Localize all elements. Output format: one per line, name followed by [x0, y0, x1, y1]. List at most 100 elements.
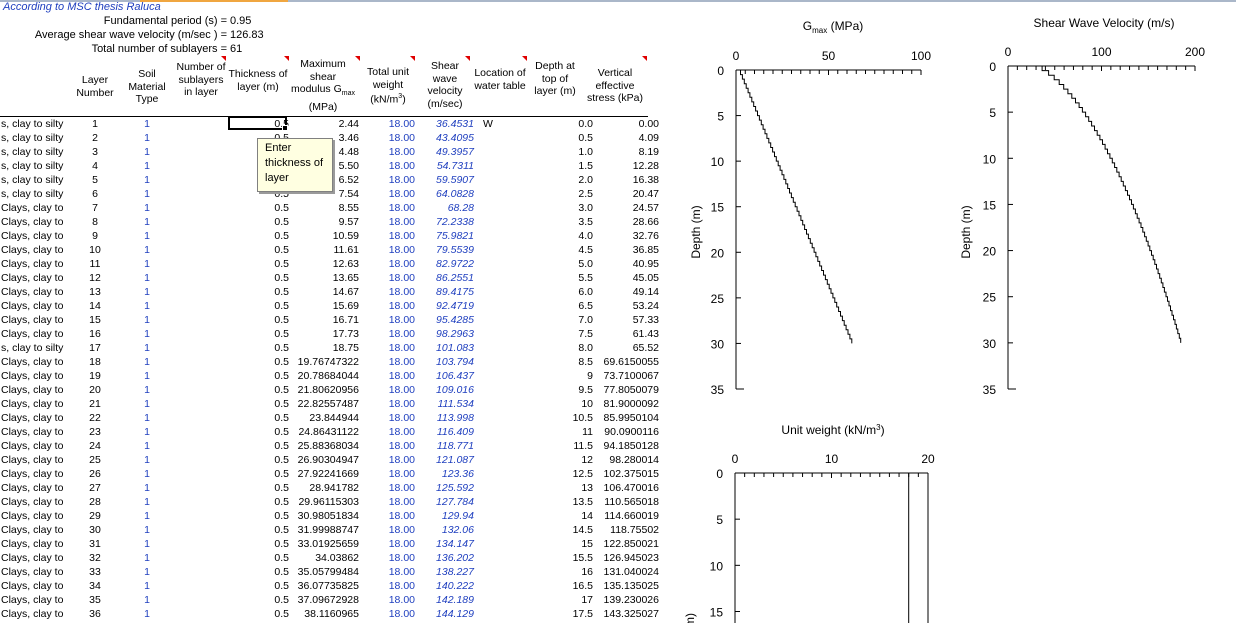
cell-soil-description[interactable]: Clays, clay to — [1, 594, 64, 606]
cell-thickness[interactable]: 0.5 — [274, 300, 289, 312]
cell-soil-description[interactable]: Clays, clay to — [1, 328, 64, 340]
cell-gmax[interactable]: 14.67 — [332, 286, 359, 298]
cell-water-table[interactable] — [480, 187, 533, 201]
cell-gmax[interactable]: 25.88368034 — [297, 440, 359, 452]
cell-unit-weight[interactable]: 18.00 — [388, 216, 415, 228]
cell-number-of-sublayers[interactable] — [177, 495, 227, 509]
cell-vertical-stress[interactable]: 110.565018 — [604, 496, 659, 508]
cell-layer-number[interactable]: 36 — [89, 608, 101, 620]
cell-soil-material-type[interactable]: 1 — [144, 188, 150, 200]
cell-vertical-stress[interactable]: 106.470016 — [603, 482, 659, 494]
cell-gmax[interactable]: 11.61 — [333, 244, 360, 256]
cell-number-of-sublayers[interactable] — [177, 159, 227, 173]
cell-shear-wave-velocity[interactable]: 106.437 — [436, 370, 474, 382]
cell-water-table[interactable] — [480, 271, 533, 285]
cell-soil-description[interactable]: Clays, clay to — [1, 202, 64, 214]
cell-shear-wave-velocity[interactable]: 111.534 — [437, 398, 474, 410]
cell-water-table[interactable] — [480, 383, 533, 397]
cell-number-of-sublayers[interactable] — [177, 509, 227, 523]
cell-thickness[interactable]: 0.5 — [274, 328, 289, 340]
cell-unit-weight[interactable]: 18.00 — [388, 132, 415, 144]
cell-number-of-sublayers[interactable] — [177, 355, 227, 369]
cell-depth-top[interactable]: 12 — [581, 454, 593, 466]
cell-vertical-stress[interactable]: 24.57 — [632, 202, 659, 214]
cell-vertical-stress[interactable]: 94.1850128 — [603, 440, 659, 452]
cell-vertical-stress[interactable]: 45.05 — [632, 272, 659, 284]
cell-soil-description[interactable]: s, clay to silty — [1, 188, 64, 200]
cell-soil-description[interactable]: Clays, clay to — [1, 370, 64, 382]
cell-unit-weight[interactable]: 18.00 — [388, 202, 415, 214]
cell-unit-weight[interactable]: 18.00 — [388, 608, 415, 620]
cell-vertical-stress[interactable]: 53.24 — [632, 300, 659, 312]
cell-unit-weight[interactable]: 18.00 — [388, 342, 415, 354]
cell-number-of-sublayers[interactable] — [177, 551, 227, 565]
cell-layer-number[interactable]: 1 — [92, 118, 98, 130]
cell-gmax[interactable]: 31.99988747 — [297, 524, 359, 536]
cell-soil-description[interactable]: s, clay to silty — [1, 160, 64, 172]
cell-shear-wave-velocity[interactable]: 134.147 — [436, 538, 474, 550]
cell-soil-material-type[interactable]: 1 — [144, 370, 150, 382]
cell-shear-wave-velocity[interactable]: 118.771 — [436, 440, 474, 452]
cell-layer-number[interactable]: 28 — [89, 496, 101, 508]
cell-soil-description[interactable]: Clays, clay to — [1, 426, 64, 438]
cell-soil-description[interactable]: Clays, clay to — [1, 524, 64, 536]
cell-unit-weight[interactable]: 18.00 — [388, 146, 415, 158]
cell-thickness[interactable]: 0.5 — [274, 608, 289, 620]
cell-shear-wave-velocity[interactable]: 54.7311 — [436, 160, 474, 172]
cell-unit-weight[interactable]: 18.00 — [388, 384, 415, 396]
cell-water-table[interactable] — [480, 509, 533, 523]
cell-layer-number[interactable]: 24 — [89, 440, 101, 452]
cell-vertical-stress[interactable]: 126.945023 — [603, 552, 659, 564]
cell-soil-description[interactable]: Clays, clay to — [1, 300, 64, 312]
cell-number-of-sublayers[interactable] — [177, 411, 227, 425]
cell-unit-weight[interactable]: 18.00 — [388, 160, 415, 172]
cell-number-of-sublayers[interactable] — [177, 607, 227, 621]
cell-depth-top[interactable]: 14.5 — [572, 524, 593, 536]
summary-value-period[interactable]: 0.95 — [230, 15, 252, 27]
cell-unit-weight[interactable]: 18.00 — [388, 510, 415, 522]
cell-layer-number[interactable]: 12 — [89, 272, 101, 284]
cell-thickness[interactable]: 0.5 — [274, 426, 289, 438]
cell-soil-description[interactable]: Clays, clay to — [1, 258, 64, 270]
cell-shear-wave-velocity[interactable]: 82.9722 — [436, 258, 474, 270]
cell-vertical-stress[interactable]: 135.135025 — [603, 580, 659, 592]
cell-gmax[interactable]: 9.57 — [338, 216, 359, 228]
cell-gmax[interactable]: 8.55 — [338, 202, 359, 214]
cell-thickness[interactable]: 0.5 — [274, 538, 289, 550]
cell-thickness[interactable]: 0.5 — [274, 496, 289, 508]
cell-gmax[interactable]: 5.50 — [338, 160, 359, 172]
cell-soil-material-type[interactable]: 1 — [144, 160, 150, 172]
cell-gmax[interactable]: 17.73 — [332, 328, 359, 340]
cell-gmax[interactable]: 27.92241669 — [297, 468, 359, 480]
cell-gmax[interactable]: 28.941782 — [309, 482, 359, 494]
cell-layer-number[interactable]: 19 — [89, 370, 101, 382]
cell-layer-number[interactable]: 30 — [89, 524, 101, 536]
cell-gmax[interactable]: 13.65 — [332, 272, 359, 284]
cell-gmax[interactable]: 30.98051834 — [297, 510, 359, 522]
cell-soil-material-type[interactable]: 1 — [144, 384, 150, 396]
cell-vertical-stress[interactable]: 118.75502 — [610, 524, 659, 536]
cell-shear-wave-velocity[interactable]: 98.2963 — [436, 328, 474, 340]
cell-number-of-sublayers[interactable] — [177, 565, 227, 579]
header-layer-number[interactable]: Layer Number — [76, 74, 114, 99]
cell-number-of-sublayers[interactable] — [177, 243, 227, 257]
cell-thickness[interactable]: 0.5 — [274, 412, 289, 424]
cell-soil-material-type[interactable]: 1 — [144, 118, 150, 130]
cell-gmax[interactable]: 37.09672928 — [297, 594, 359, 606]
cell-depth-top[interactable]: 6.5 — [578, 300, 593, 312]
cell-vertical-stress[interactable]: 65.52 — [632, 342, 659, 354]
cell-layer-number[interactable]: 22 — [89, 412, 101, 424]
cell-depth-top[interactable]: 17 — [581, 594, 593, 606]
cell-shear-wave-velocity[interactable]: 49.3957 — [436, 146, 474, 158]
cell-water-table[interactable] — [480, 313, 533, 327]
header-depth-top[interactable]: Depth at top of layer (m) — [534, 60, 576, 97]
cell-number-of-sublayers[interactable] — [177, 453, 227, 467]
cell-thickness[interactable]: 0.5 — [274, 482, 289, 494]
cell-shear-wave-velocity[interactable]: 79.5539 — [436, 244, 474, 256]
comment-indicator[interactable] — [522, 56, 527, 61]
cell-soil-description[interactable]: s, clay to silty — [1, 132, 64, 144]
cell-number-of-sublayers[interactable] — [177, 537, 227, 551]
cell-unit-weight[interactable]: 18.00 — [388, 524, 415, 536]
cell-soil-material-type[interactable]: 1 — [144, 398, 150, 410]
cell-depth-top[interactable]: 9.5 — [578, 384, 593, 396]
